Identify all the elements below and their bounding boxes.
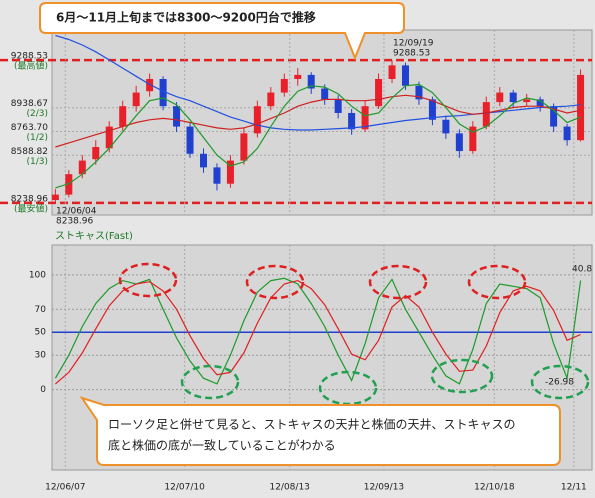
callout-box (79, 396, 561, 466)
y-tick-label: 8238.96 (11, 194, 48, 204)
candle-body (199, 153, 207, 168)
y-tick-note: (2/3) (26, 109, 48, 119)
annotation: 8238.96 (56, 217, 93, 227)
candle-body (146, 78, 154, 92)
candle-body (105, 126, 113, 149)
y-tick-label: 50 (35, 328, 47, 338)
top-ellipse (245, 264, 305, 300)
candle-body (65, 174, 73, 195)
candle-body (132, 92, 140, 107)
y-tick-label: 8763.70 (11, 123, 48, 133)
candle-body (509, 92, 517, 103)
candle-body (92, 146, 100, 160)
callout-box (39, 2, 405, 61)
candle-body (469, 126, 477, 152)
x-tick-label: 12/09/13 (364, 483, 404, 493)
price-panel (51, 29, 593, 216)
top-ellipse (467, 264, 527, 300)
y-tick-label: 0 (40, 385, 46, 395)
annotation: -26.98 (545, 378, 574, 388)
candle-body (226, 160, 234, 184)
candle-body (280, 78, 288, 93)
marks (51, 34, 585, 385)
x-tick-label: 12/08/13 (269, 483, 309, 493)
grid (0, 30, 592, 470)
bottom-ellipse (180, 364, 240, 400)
bottom-callout: ローソク足と併せて見ると、ストキャスの天井と株価の天井、ストキャスの 底と株価の… (79, 396, 561, 466)
candle-body (78, 160, 86, 175)
bottom-ellipse (530, 364, 590, 400)
candle-body (51, 194, 59, 201)
candle-body (173, 106, 181, 127)
candle-body (375, 78, 383, 107)
y-tick-note: (最安値) (14, 202, 48, 214)
y-tick-note: (1/2) (26, 133, 48, 143)
annotation: 9288.53 (393, 49, 430, 59)
top-callout: 6月～11月上旬までは8300～9200円台で推移 (39, 2, 405, 61)
y-tick-note: (最高値) (14, 60, 48, 72)
y-tick-label: 70 (35, 305, 47, 315)
x-tick-label: 12/06/07 (45, 483, 85, 493)
candle-body (321, 88, 329, 100)
candle-body (482, 102, 490, 127)
candle-body (307, 74, 315, 89)
candle-body (415, 85, 423, 100)
callout-text: 底と株価の底が一致していることがわかる (108, 438, 336, 453)
candle-body (334, 99, 342, 113)
candle-body (267, 92, 275, 107)
candle-body (348, 112, 356, 130)
x-tick-label: 12/11 (561, 483, 587, 493)
y-tick-label: 8938.67 (11, 99, 48, 109)
candle-body (496, 92, 504, 103)
line (55, 83, 581, 189)
candle-body (119, 106, 127, 127)
y-tick-label: 8588.82 (11, 147, 48, 157)
annotation: 12/06/04 (56, 207, 97, 217)
annotation: 40.8 (572, 265, 592, 275)
candle-body (563, 126, 571, 141)
candle-body (550, 106, 558, 127)
y-tick-label: 100 (29, 270, 46, 280)
line (55, 279, 581, 385)
top-ellipse (118, 262, 178, 298)
y-tick-label: 30 (35, 351, 47, 361)
callout-text: ローソク足と併せて見ると、ストキャスの天井と株価の天井、ストキャスの (108, 417, 516, 432)
candle-body (455, 133, 463, 152)
candle-body (388, 65, 396, 79)
candle-body (361, 106, 369, 130)
bottom-ellipse (430, 358, 494, 394)
candle-body (213, 167, 221, 184)
top-ellipse (368, 264, 428, 300)
y-tick-note: (1/3) (26, 157, 48, 167)
candle-body (186, 126, 194, 154)
line (55, 94, 581, 148)
candle-body (577, 74, 585, 141)
ellipses (118, 262, 590, 406)
candle-body (428, 99, 436, 120)
line (54, 277, 582, 385)
x-tick-label: 12/10/18 (474, 483, 515, 493)
line (55, 34, 581, 131)
candle-body (536, 99, 544, 107)
candle-body (240, 133, 248, 161)
candle-body (523, 99, 531, 103)
candle-body (294, 74, 302, 79)
x-tick-label: 12/07/10 (164, 483, 205, 493)
candle-body (442, 119, 450, 134)
callout-text: 6月～11月上旬までは8300～9200円台で推移 (56, 10, 316, 25)
panel-title: ストキャス(Fast) (55, 231, 133, 242)
candle-body (253, 106, 261, 134)
candle-body (159, 78, 167, 107)
annotation: 12/09/19 (393, 39, 434, 49)
y-tick-label: 9288.53 (11, 52, 48, 62)
candle-body (401, 65, 409, 86)
